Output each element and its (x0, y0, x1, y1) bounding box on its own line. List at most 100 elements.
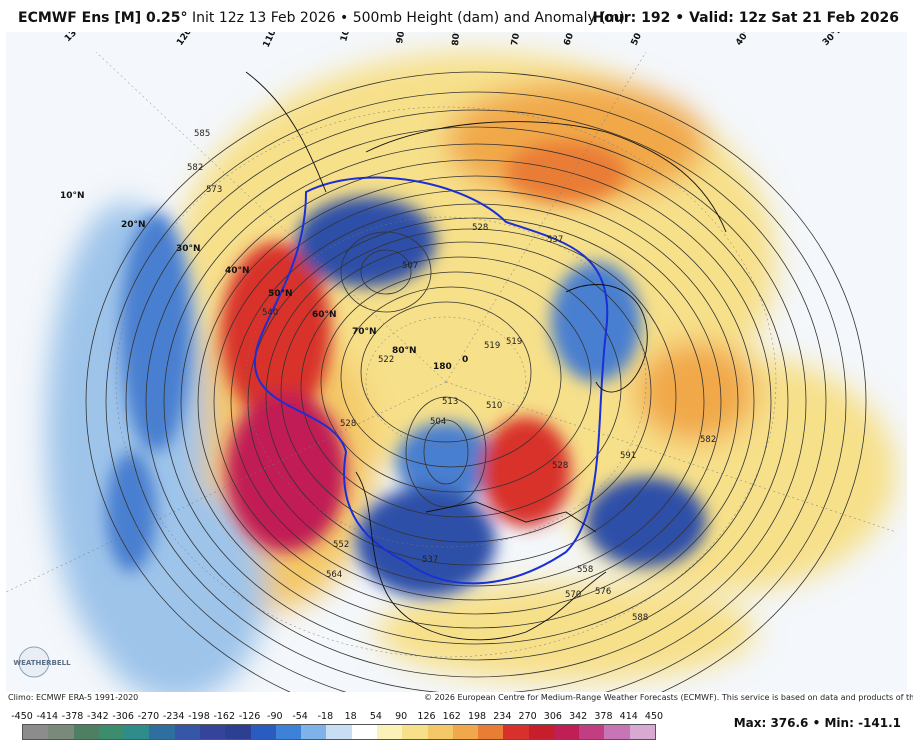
lat-labels: 10°N 20°N 30°N 40°N 50°N 60°N 70°N 80°N (60, 191, 417, 356)
hour-value: 192 (641, 10, 671, 26)
svg-text:WEATHERBELL: WEATHERBELL (13, 659, 71, 667)
colorbar-tick-label: 54 (369, 711, 382, 722)
lat-label-20: 20°N (121, 220, 146, 230)
height-contours (85, 71, 867, 692)
anomaly-colorbar (22, 724, 656, 740)
colorbar-swatch (225, 725, 251, 739)
max-label: Max: (733, 716, 767, 730)
contour-label: 510 (486, 401, 502, 411)
title-right: Hour: 192 • Valid: 12z Sat 21 Feb 2026 (592, 10, 899, 26)
colorbar-tick-labels: -450 -414 -378 -342 -306 -270 -234 -198 -162 -126… (10, 711, 670, 723)
min-label: Min: (824, 716, 854, 730)
key-540-contour (253, 176, 609, 585)
model-name: ECMWF Ens [M] 0.25 (18, 10, 181, 26)
colorbar-swatch (23, 725, 49, 739)
colorbar-swatch (199, 725, 226, 739)
contour-label: 519 (484, 341, 500, 351)
lon-label-180: 180 (433, 362, 452, 372)
colorbar-tick-label: -270 (137, 711, 160, 722)
lat-label-30: 30°N (176, 244, 201, 254)
colorbar-tick-label: -198 (188, 711, 210, 722)
colorbar-tick-label: -90 (267, 711, 283, 722)
title-left: ECMWF Ens [M] 0.25° Init 12z 13 Feb 2026… (18, 10, 625, 26)
contour-label: 528 (472, 223, 488, 233)
colorbar-swatch (452, 725, 479, 739)
lat-label-10: 10°N (60, 191, 85, 201)
colorbar-swatch (326, 725, 352, 739)
bullet-2: • (675, 10, 685, 26)
colorbar-swatch (503, 725, 529, 739)
colorbar-swatch (275, 725, 302, 739)
colorbar-swatch (427, 725, 453, 739)
colorbar-tick-label: -162 (213, 711, 236, 722)
bullet: • (340, 10, 349, 26)
valid-value: 12z Sat 21 Feb 2026 (738, 10, 899, 26)
lat-label-80: 80°N (392, 346, 417, 356)
max-value: 376.6 (770, 716, 809, 730)
lon-label-0: 0 (462, 355, 468, 365)
anomaly-map: 10°N 20°N 30°N 40°N 50°N 60°N 70°N 80°N … (6, 32, 907, 692)
colorbar-swatch (604, 725, 630, 739)
lon-label-80e: 80°E (451, 32, 463, 46)
colorbar-swatch (579, 725, 605, 739)
contour-label: 585 (194, 129, 210, 139)
contour-label: 540 (262, 308, 278, 318)
contour-label: 507 (402, 261, 418, 271)
colorbar-tick-label: 270 (518, 711, 537, 722)
colorbar-tick-label: -378 (61, 711, 84, 722)
colorbar-tick-label: -450 (11, 711, 33, 722)
colorbar-tick-label: -342 (87, 711, 109, 722)
contour-label: 573 (206, 185, 222, 195)
contour-label: 504 (430, 417, 446, 427)
map-canvas: 10°N 20°N 30°N 40°N 50°N 60°N 70°N 80°N … (6, 32, 907, 692)
contour-label: 582 (187, 163, 203, 173)
colorbar-tick-label: -306 (112, 711, 134, 722)
lat-label-50: 50°N (268, 289, 293, 299)
contour-labels: 585 582 573 540 507 537 528 522 519 513 … (187, 129, 716, 623)
colorbar-tick-label: 18 (344, 711, 357, 722)
contour-label: 570 (565, 590, 581, 600)
colorbar-tick-label: 414 (619, 711, 638, 722)
contour-label: 558 (577, 565, 593, 575)
colorbar-tick-label: -54 (292, 711, 308, 722)
lat-label-60: 60°N (312, 310, 337, 320)
colorbar-tick-label: -414 (36, 711, 59, 722)
title-bar: ECMWF Ens [M] 0.25° Init 12z 13 Feb 2026… (0, 0, 913, 34)
degree-symbol: ° (180, 10, 188, 26)
contour-label: 522 (378, 355, 394, 365)
colorbar-tick-label: 198 (467, 711, 487, 722)
copyright-note: © 2026 European Centre for Medium-Range … (424, 693, 913, 702)
contour-label: 519 (506, 337, 522, 347)
field-name: 500mb Height (dam) and Anomaly (m) (352, 10, 625, 26)
contour-label: 513 (442, 397, 458, 407)
colorbar-tick-label: -126 (238, 711, 261, 722)
contour-label: 537 (422, 555, 438, 565)
colorbar-tick-label: 162 (442, 711, 461, 722)
colorbar-swatch (73, 725, 99, 739)
colorbar-swatch (351, 725, 377, 739)
colorbar-swatch (553, 725, 580, 739)
colorbar-swatch (402, 725, 428, 739)
contour-label: 582 (700, 435, 716, 445)
valid-label: Valid: (689, 10, 734, 26)
contour-label: 528 (340, 419, 356, 429)
coastlines (245, 71, 727, 641)
max-min-readout: Max: 376.6 • Min: -141.1 (734, 716, 901, 730)
colorbar-swatch (48, 725, 74, 739)
colorbar-tick-label: -18 (317, 711, 334, 722)
lon-label-100e: 100°E (339, 32, 356, 43)
hour-label: Hour: (592, 10, 637, 26)
colorbar-swatch (149, 725, 175, 739)
contour-label: 576 (595, 587, 611, 597)
contour-label: 528 (552, 461, 568, 471)
contour-label: 537 (547, 235, 563, 245)
weatherbell-logo: WEATHERBELL (13, 646, 71, 678)
colorbar-swatch (301, 725, 327, 739)
graticule (6, 51, 897, 658)
contour-label: 564 (326, 570, 342, 580)
lon-label-70e: 70°E (510, 32, 524, 47)
contour-label: 552 (333, 540, 349, 550)
lat-label-70: 70°N (352, 327, 377, 337)
colorbar-swatch (124, 725, 150, 739)
colorbar-swatch (250, 725, 276, 739)
